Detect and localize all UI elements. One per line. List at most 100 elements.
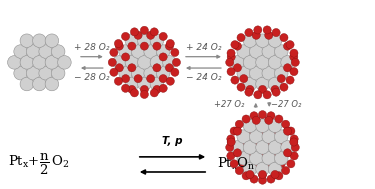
Ellipse shape	[250, 175, 258, 183]
Ellipse shape	[227, 135, 235, 143]
Ellipse shape	[138, 34, 151, 47]
Ellipse shape	[245, 29, 253, 37]
Ellipse shape	[58, 56, 71, 69]
Ellipse shape	[249, 130, 263, 143]
Ellipse shape	[8, 56, 21, 69]
Ellipse shape	[115, 42, 123, 50]
Ellipse shape	[263, 26, 271, 34]
Ellipse shape	[284, 64, 292, 72]
Ellipse shape	[262, 66, 276, 80]
Ellipse shape	[258, 170, 267, 179]
Ellipse shape	[171, 48, 179, 57]
Text: − 28 O₂: − 28 O₂	[74, 73, 110, 82]
Ellipse shape	[287, 160, 295, 168]
Text: +27 O₂: +27 O₂	[214, 100, 244, 109]
Ellipse shape	[281, 141, 294, 154]
Ellipse shape	[231, 56, 244, 69]
Ellipse shape	[290, 135, 298, 143]
Ellipse shape	[45, 56, 58, 69]
Ellipse shape	[150, 89, 158, 97]
Ellipse shape	[290, 67, 298, 76]
Ellipse shape	[263, 91, 271, 99]
Ellipse shape	[108, 58, 116, 66]
Ellipse shape	[268, 141, 282, 154]
Ellipse shape	[165, 64, 174, 72]
Ellipse shape	[290, 49, 298, 57]
Ellipse shape	[246, 170, 254, 179]
Ellipse shape	[131, 66, 145, 80]
Ellipse shape	[144, 45, 158, 58]
Ellipse shape	[122, 84, 130, 92]
Ellipse shape	[233, 42, 242, 50]
Ellipse shape	[114, 77, 123, 85]
Ellipse shape	[286, 76, 294, 84]
Ellipse shape	[275, 172, 283, 180]
Ellipse shape	[156, 45, 170, 58]
Ellipse shape	[227, 49, 235, 57]
Ellipse shape	[20, 77, 34, 91]
Ellipse shape	[271, 85, 279, 94]
Ellipse shape	[262, 45, 276, 58]
Ellipse shape	[256, 119, 269, 132]
Ellipse shape	[115, 64, 123, 72]
Ellipse shape	[150, 34, 164, 47]
Ellipse shape	[246, 127, 254, 135]
Ellipse shape	[258, 176, 267, 184]
Ellipse shape	[291, 143, 299, 151]
Ellipse shape	[112, 56, 126, 69]
Ellipse shape	[159, 32, 167, 40]
Ellipse shape	[256, 34, 269, 47]
Ellipse shape	[252, 116, 260, 124]
Ellipse shape	[237, 83, 245, 91]
Ellipse shape	[262, 151, 276, 165]
Ellipse shape	[271, 170, 279, 179]
Ellipse shape	[256, 56, 269, 69]
Ellipse shape	[128, 42, 136, 50]
Ellipse shape	[128, 85, 136, 94]
Ellipse shape	[256, 141, 269, 154]
Ellipse shape	[268, 34, 282, 47]
Ellipse shape	[237, 130, 250, 143]
Ellipse shape	[138, 56, 151, 69]
Ellipse shape	[235, 120, 243, 128]
Ellipse shape	[233, 127, 242, 135]
Ellipse shape	[272, 29, 280, 37]
Ellipse shape	[226, 58, 234, 66]
Ellipse shape	[240, 74, 248, 83]
Ellipse shape	[268, 119, 282, 132]
Ellipse shape	[231, 141, 244, 154]
Ellipse shape	[150, 77, 164, 91]
Ellipse shape	[277, 138, 285, 146]
Ellipse shape	[20, 34, 34, 47]
Ellipse shape	[125, 34, 139, 47]
Ellipse shape	[140, 26, 148, 34]
Ellipse shape	[128, 64, 136, 72]
Ellipse shape	[274, 130, 288, 143]
Ellipse shape	[140, 90, 148, 98]
Ellipse shape	[159, 74, 167, 83]
Ellipse shape	[153, 64, 161, 72]
Ellipse shape	[20, 56, 34, 69]
Ellipse shape	[243, 34, 257, 47]
Ellipse shape	[286, 41, 294, 49]
Ellipse shape	[246, 170, 254, 179]
Ellipse shape	[274, 151, 288, 165]
Ellipse shape	[268, 56, 282, 69]
Ellipse shape	[171, 68, 179, 76]
Ellipse shape	[237, 66, 250, 80]
Ellipse shape	[131, 45, 145, 58]
Ellipse shape	[227, 138, 235, 146]
Ellipse shape	[233, 149, 242, 157]
Ellipse shape	[33, 56, 46, 69]
Ellipse shape	[271, 149, 279, 157]
Ellipse shape	[290, 152, 298, 160]
Ellipse shape	[122, 53, 130, 61]
Ellipse shape	[249, 151, 263, 165]
Ellipse shape	[147, 74, 155, 83]
Ellipse shape	[243, 119, 257, 132]
Ellipse shape	[134, 31, 142, 39]
Ellipse shape	[237, 33, 245, 42]
Ellipse shape	[282, 120, 290, 128]
Ellipse shape	[119, 66, 132, 80]
Ellipse shape	[231, 76, 239, 84]
